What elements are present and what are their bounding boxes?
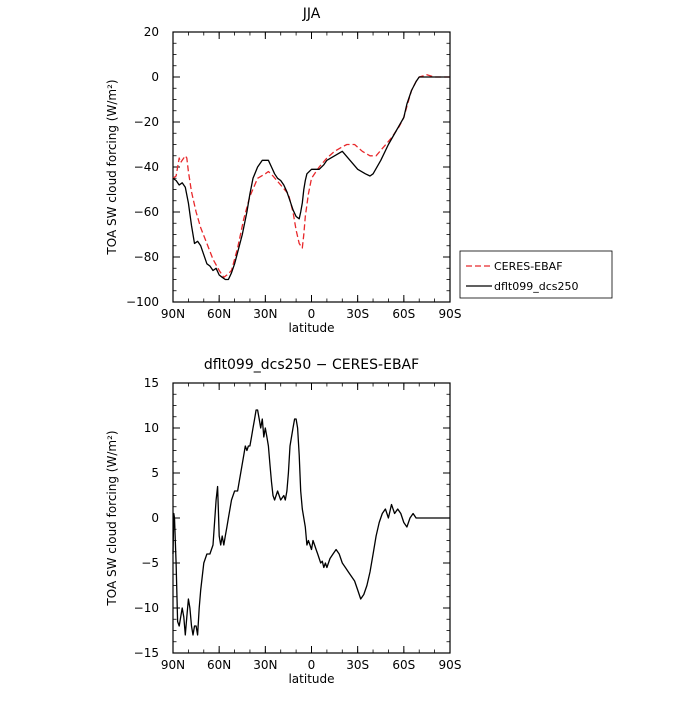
x-tick-label: 30S xyxy=(346,658,369,672)
x-tick-label: 0 xyxy=(308,307,316,321)
x-tick-label: 0 xyxy=(308,658,316,672)
y-tick-label: −10 xyxy=(134,601,159,615)
legend-label: dflt099_dcs250 xyxy=(494,280,578,293)
difference-line xyxy=(172,409,450,636)
x-tick-label: 90S xyxy=(439,307,462,321)
y-tick-label: −40 xyxy=(134,160,159,174)
top-panel: 90N 60N 30N 0 30S 60S 90S 20 0 −20 −40 −60 −80 −100 JJ… xyxy=(105,6,461,335)
y-tick-label: −60 xyxy=(134,205,159,219)
series-line-ceres-ebaf xyxy=(172,74,450,278)
x-axis-label: latitude xyxy=(288,321,334,335)
y-tick-label: 0 xyxy=(151,511,159,525)
x-tick-label: 90N xyxy=(161,307,185,321)
y-tick-label: −80 xyxy=(134,250,159,264)
x-tick-label: 90S xyxy=(439,658,462,672)
legend: CERES-EBAF dflt099_dcs250 xyxy=(459,250,613,299)
x-tick-label: 60S xyxy=(392,307,415,321)
legend-box xyxy=(459,250,613,299)
bottom-panel: 90N 60N 30N 0 30S 60S 90S 15 10 5 0 −5 −10 −15 dflt099… xyxy=(105,357,461,686)
y-tick-label: 10 xyxy=(144,421,159,435)
y-tick-label: −5 xyxy=(141,556,159,570)
y-tick-label: −100 xyxy=(126,295,159,309)
legend-label: CERES-EBAF xyxy=(494,260,563,273)
x-tick-label: 60N xyxy=(207,307,231,321)
y-axis-label: TOA SW cloud forcing (W/m²) xyxy=(105,79,119,255)
x-tick-label: 60S xyxy=(392,658,415,672)
x-tick-label: 30S xyxy=(346,307,369,321)
y-tick-label: 5 xyxy=(151,466,159,480)
x-tick-label: 30N xyxy=(253,307,277,321)
chart-title: dflt099_dcs250 − CERES-EBAF xyxy=(204,357,419,373)
x-tick-label: 90N xyxy=(161,658,185,672)
y-tick-label: 20 xyxy=(144,25,159,39)
y-tick-label: −20 xyxy=(134,115,159,129)
y-axis-label: TOA SW cloud forcing (W/m²) xyxy=(105,430,119,606)
x-tick-label: 60N xyxy=(207,658,231,672)
chart-title: JJA xyxy=(302,6,321,22)
y-tick-label: 0 xyxy=(151,70,159,84)
x-tick-label: 30N xyxy=(253,658,277,672)
y-tick-label: 15 xyxy=(144,376,159,390)
series-line-dflt099-dcs250 xyxy=(172,76,450,281)
x-axis-label: latitude xyxy=(288,672,334,686)
y-tick-label: −15 xyxy=(134,646,159,660)
